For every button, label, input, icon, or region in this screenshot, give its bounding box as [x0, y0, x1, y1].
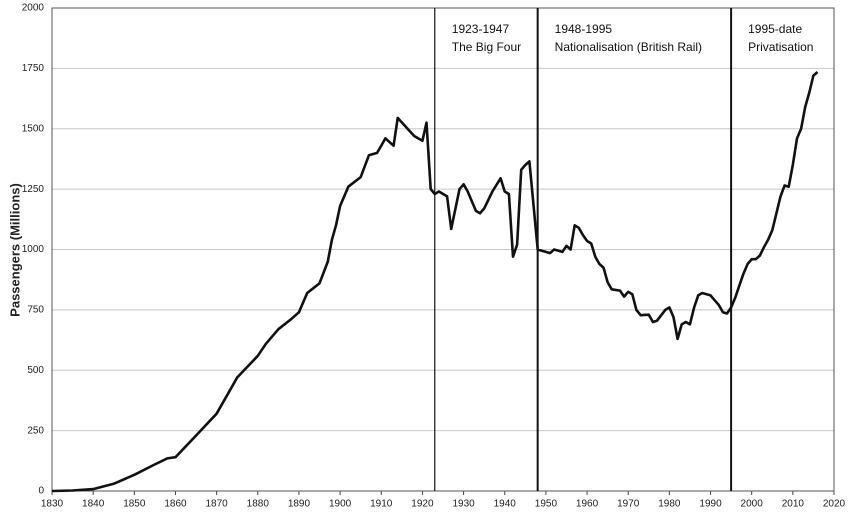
x-tick-label: 1860: [164, 499, 187, 510]
x-tick-label: 1830: [41, 499, 64, 510]
y-tick-label: 750: [27, 305, 44, 316]
x-tick-label: 1870: [206, 499, 229, 510]
period-label: Privatisation: [748, 40, 813, 54]
y-tick-label: 250: [27, 425, 44, 436]
x-tick-label: 1980: [658, 499, 681, 510]
x-tick-label: 1900: [329, 499, 352, 510]
x-tick-label: 1920: [411, 499, 434, 510]
period-label: 1948-1995: [555, 22, 613, 36]
x-tick-label: 2020: [823, 499, 846, 510]
data-line: [51, 71, 819, 493]
x-tick-label: 1930: [452, 499, 475, 510]
period-label: Nationalisation (British Rail): [555, 40, 702, 54]
y-tick-label: 500: [27, 365, 44, 376]
period-label: 1995-date: [748, 22, 802, 36]
x-tick-label: 1950: [535, 499, 558, 510]
y-tick-label: 1500: [22, 123, 45, 134]
period-label: 1923-1947: [452, 22, 510, 36]
x-tick-label: 1850: [123, 499, 146, 510]
x-tick-label: 1960: [576, 499, 599, 510]
plot-frame: [51, 7, 835, 492]
y-tick-label: 1750: [22, 63, 45, 74]
x-tick-label: 2010: [782, 499, 805, 510]
x-tick-label: 1970: [617, 499, 640, 510]
y-axis-label: Passengers (Millions): [7, 183, 22, 317]
y-tick-label: 0: [38, 486, 44, 497]
x-tick-label: 1840: [82, 499, 105, 510]
x-tick-label: 1880: [247, 499, 270, 510]
y-tick-label: 2000: [22, 3, 45, 14]
period-label: The Big Four: [452, 40, 521, 54]
x-tick-label: 1990: [699, 499, 722, 510]
x-tick-label: 1890: [288, 499, 311, 510]
x-tick-label: 1910: [370, 499, 393, 510]
x-tick-label: 1940: [494, 499, 517, 510]
x-tick-label: 2000: [741, 499, 764, 510]
y-tick-label: 1250: [22, 184, 45, 195]
y-tick-label: 1000: [22, 244, 45, 255]
